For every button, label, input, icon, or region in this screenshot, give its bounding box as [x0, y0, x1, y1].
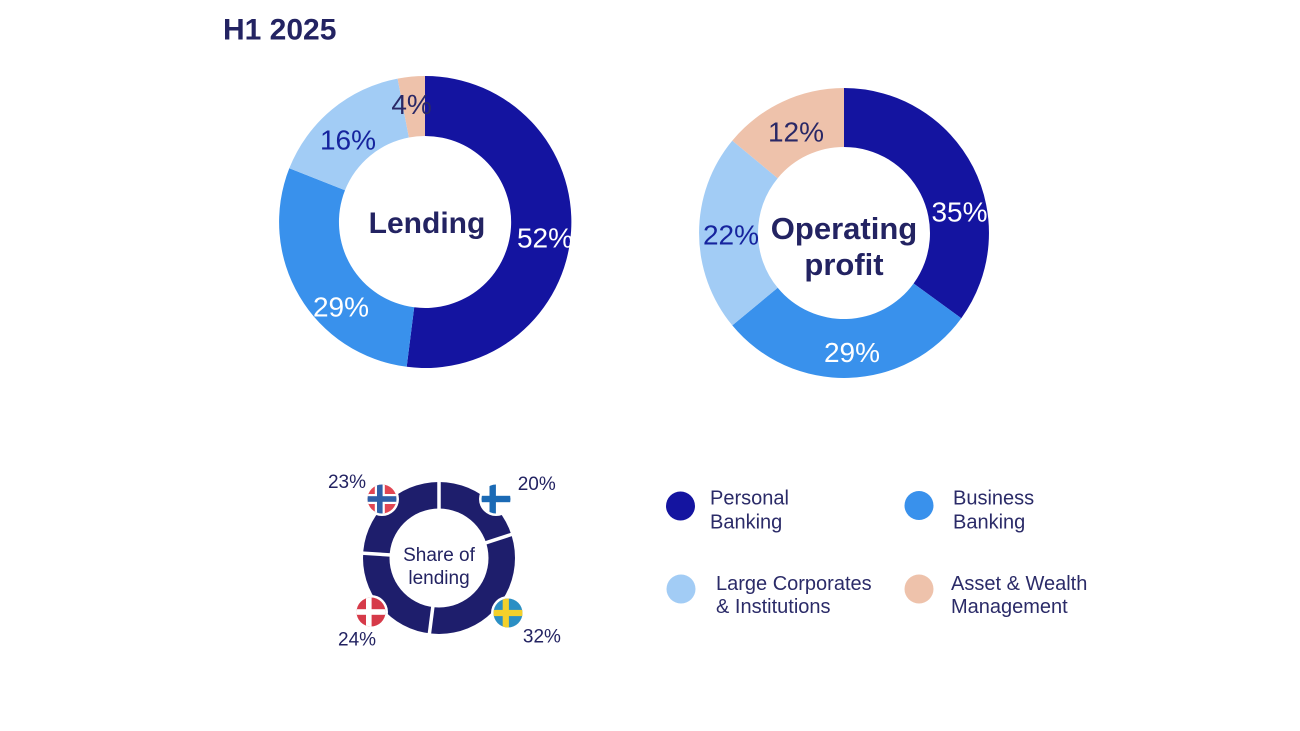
- svg-text:4%: 4%: [391, 89, 431, 120]
- svg-text:H1 2025: H1 2025: [223, 14, 336, 47]
- svg-text:23%: 23%: [328, 472, 366, 493]
- svg-text:Lending: Lending: [369, 207, 486, 240]
- svg-text:Management: Management: [951, 596, 1068, 618]
- svg-text:52%: 52%: [517, 222, 573, 253]
- svg-text:Banking: Banking: [710, 512, 782, 534]
- svg-text:24%: 24%: [338, 630, 376, 651]
- svg-text:20%: 20%: [518, 474, 556, 495]
- svg-text:32%: 32%: [523, 627, 561, 648]
- svg-text:35%: 35%: [931, 196, 987, 227]
- svg-text:29%: 29%: [824, 337, 880, 368]
- svg-text:Personal: Personal: [710, 488, 789, 510]
- svg-text:12%: 12%: [768, 116, 824, 147]
- svg-text:22%: 22%: [703, 220, 759, 251]
- svg-text:29%: 29%: [313, 292, 369, 323]
- svg-text:lending: lending: [408, 568, 469, 589]
- svg-text:profit: profit: [804, 247, 883, 282]
- svg-text:16%: 16%: [320, 125, 376, 156]
- svg-text:Asset & Wealth: Asset & Wealth: [951, 573, 1087, 595]
- svg-text:Business: Business: [953, 488, 1034, 510]
- svg-text:& Institutions: & Institutions: [716, 596, 831, 618]
- svg-text:Large Corporates: Large Corporates: [716, 573, 872, 595]
- svg-text:Operating: Operating: [771, 211, 917, 246]
- svg-text:Share of: Share of: [403, 545, 476, 566]
- svg-text:Banking: Banking: [953, 512, 1025, 534]
